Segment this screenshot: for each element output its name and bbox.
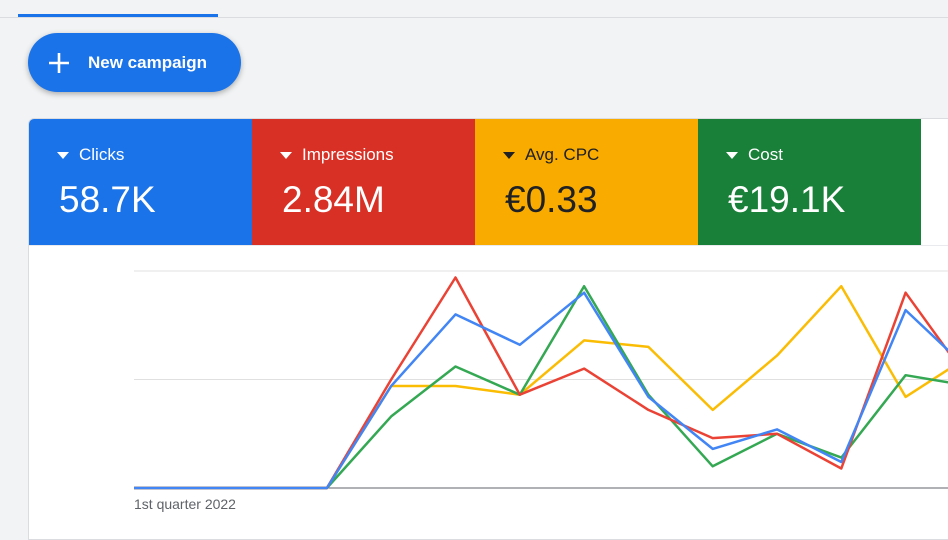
- metric-card[interactable]: Clicks 58.7K: [29, 119, 252, 245]
- page: New campaign Clicks 58.7K Impressions 2.84M…: [0, 0, 948, 523]
- button-label: New campaign: [88, 52, 208, 72]
- active-tab-indicator: [18, 14, 218, 17]
- metric-value: €0.33: [505, 179, 598, 220]
- overview-panel: Clicks 58.7K Impressions 2.84M Avg. CPC €0.33…: [28, 118, 948, 540]
- metric-value: 2.84M: [282, 179, 385, 220]
- metric-card[interactable]: Avg. CPC €0.33: [475, 119, 698, 245]
- x-tick-label: 1st quarter 2022: [134, 496, 236, 512]
- tab-divider: [0, 17, 948, 18]
- metric-cards: Clicks 58.7K Impressions 2.84M Avg. CPC €0.33…: [29, 119, 921, 245]
- chart: 1st quarter 2022: [134, 270, 948, 512]
- metric-label: Clicks: [57, 145, 124, 165]
- series-line: [134, 276, 948, 490]
- new-campaign-button[interactable]: New campaign: [28, 33, 241, 92]
- metric-value: €19.1K: [728, 179, 846, 220]
- metric-card[interactable]: Cost €19.1K: [698, 119, 921, 245]
- metric-label: Cost: [726, 145, 783, 165]
- metric-card[interactable]: Impressions 2.84M: [252, 119, 475, 245]
- divider: [29, 245, 948, 246]
- plus-icon: [49, 52, 69, 73]
- metric-label: Impressions: [280, 145, 394, 165]
- series-line: [134, 291, 948, 490]
- metric-value: 58.7K: [59, 179, 156, 220]
- metric-label: Avg. CPC: [503, 145, 599, 165]
